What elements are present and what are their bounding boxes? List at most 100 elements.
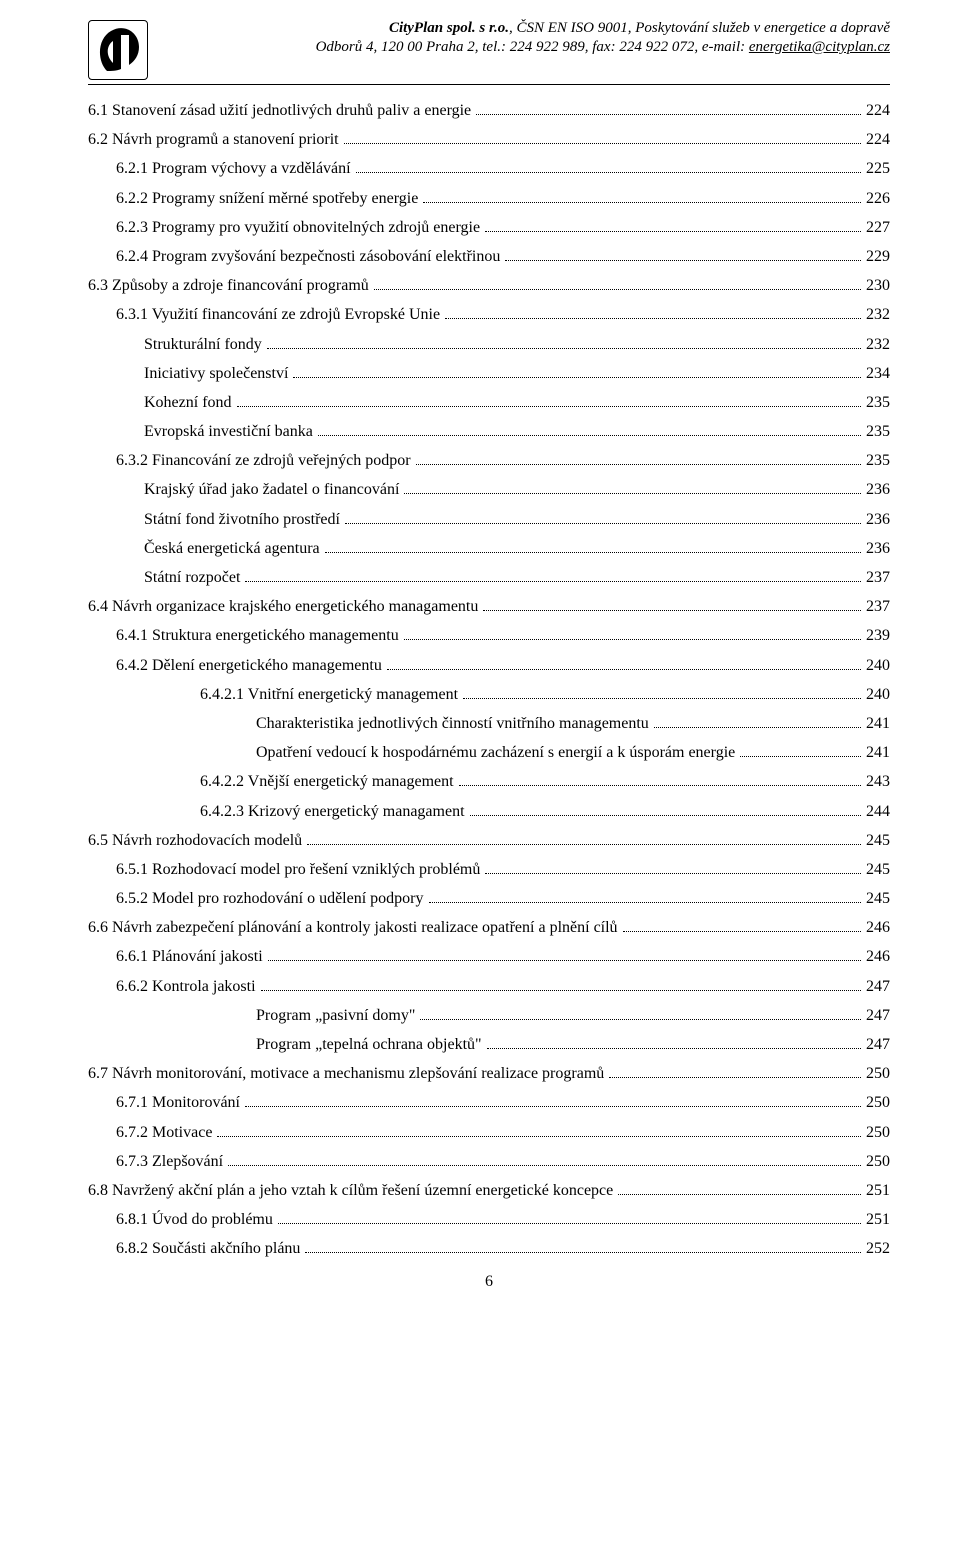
toc-label: 6.4.2.3 Krizový energetický managament bbox=[200, 802, 467, 821]
toc-entry: 6.6.2 Kontrola jakosti247 bbox=[116, 977, 890, 996]
toc-page: 250 bbox=[864, 1093, 890, 1112]
toc-leader bbox=[470, 806, 861, 816]
toc-page: 224 bbox=[864, 101, 890, 120]
toc-page: 225 bbox=[864, 159, 890, 178]
header-rule bbox=[88, 84, 890, 85]
toc-page: 232 bbox=[864, 305, 890, 324]
toc-entry: 6.8 Navržený akční plán a jeho vztah k c… bbox=[88, 1181, 890, 1200]
toc-label: 6.5 Návrh rozhodovacích modelů bbox=[88, 831, 304, 850]
toc-page: 246 bbox=[864, 947, 890, 966]
toc-label: 6.4.1 Struktura energetického management… bbox=[116, 626, 401, 645]
toc-leader bbox=[217, 1127, 861, 1137]
toc-entry: Iniciativy společenství 234 bbox=[144, 364, 890, 383]
toc-label: Státní rozpočet bbox=[144, 568, 242, 587]
toc-label: Iniciativy společenství bbox=[144, 364, 290, 383]
toc-page: 250 bbox=[864, 1064, 890, 1083]
toc-leader bbox=[374, 280, 861, 290]
toc-page: 232 bbox=[864, 335, 890, 354]
toc-leader bbox=[485, 222, 861, 232]
toc-page: 224 bbox=[864, 130, 890, 149]
toc-entry: 6.4.2 Dělení energetického managementu24… bbox=[116, 656, 890, 675]
toc-leader bbox=[740, 747, 861, 757]
toc-page: 234 bbox=[864, 364, 890, 383]
toc-leader bbox=[404, 485, 861, 495]
toc-leader bbox=[318, 426, 861, 436]
toc-page: 230 bbox=[864, 276, 890, 295]
toc-entry: 6.3 Způsoby a zdroje financování program… bbox=[88, 276, 890, 295]
toc-entry: Státní rozpočet 237 bbox=[144, 568, 890, 587]
toc-entry: 6.5 Návrh rozhodovacích modelů245 bbox=[88, 831, 890, 850]
toc-leader bbox=[416, 455, 861, 465]
toc-entry: 6.2.3 Programy pro využití obnovitelných… bbox=[116, 218, 890, 237]
toc-leader bbox=[459, 777, 861, 787]
toc-page: 226 bbox=[864, 189, 890, 208]
toc-entry: 6.7.1 Monitorování250 bbox=[116, 1093, 890, 1112]
toc-page: 241 bbox=[864, 714, 890, 733]
toc-leader bbox=[609, 1068, 861, 1078]
header-line-1: CityPlan spol. s r.o., ČSN EN ISO 9001, … bbox=[160, 20, 890, 37]
toc-label: Opatření vedoucí k hospodárnému zacházen… bbox=[256, 743, 737, 762]
toc-page: 235 bbox=[864, 451, 890, 470]
toc-entry: 6.4.2.2 Vnější energetický management243 bbox=[200, 772, 890, 791]
header-text: CityPlan spol. s r.o., ČSN EN ISO 9001, … bbox=[160, 20, 890, 56]
toc-label: 6.2.4 Program zvyšování bezpečnosti záso… bbox=[116, 247, 502, 266]
toc-page: 252 bbox=[864, 1239, 890, 1258]
toc-leader bbox=[618, 1185, 861, 1195]
toc-leader bbox=[423, 193, 861, 203]
toc-page: 237 bbox=[864, 568, 890, 587]
toc-page: 229 bbox=[864, 247, 890, 266]
toc-entry: Program „tepelná ochrana objektů" 247 bbox=[256, 1035, 890, 1054]
toc-label: 6.3.1 Využití financování ze zdrojů Evro… bbox=[116, 305, 442, 324]
toc-label: 6.2.3 Programy pro využití obnovitelných… bbox=[116, 218, 482, 237]
toc-entry: 6.7.3 Zlepšování250 bbox=[116, 1152, 890, 1171]
toc-label: 6.8.1 Úvod do problému bbox=[116, 1210, 275, 1229]
toc-leader bbox=[293, 368, 861, 378]
toc-label: Kohezní fond bbox=[144, 393, 234, 412]
toc-page: 240 bbox=[864, 656, 890, 675]
toc-leader bbox=[420, 1010, 861, 1020]
logo-icon bbox=[89, 21, 147, 79]
toc-entry: 6.5.2 Model pro rozhodování o udělení po… bbox=[116, 889, 890, 908]
toc-label: Program „pasivní domy" bbox=[256, 1006, 417, 1025]
header-line-2: Odborů 4, 120 00 Praha 2, tel.: 224 922 … bbox=[160, 39, 890, 56]
toc-page: 251 bbox=[864, 1181, 890, 1200]
toc-leader bbox=[345, 514, 861, 524]
toc-page: 245 bbox=[864, 860, 890, 879]
toc-page: 250 bbox=[864, 1123, 890, 1142]
toc-leader bbox=[245, 1098, 861, 1108]
header-email: energetika@cityplan.cz bbox=[749, 39, 890, 55]
toc-leader bbox=[307, 835, 861, 845]
toc-label: 6.6.1 Plánování jakosti bbox=[116, 947, 265, 966]
toc-leader bbox=[505, 251, 861, 261]
toc-entry: 6.1 Stanovení zásad užití jednotlivých d… bbox=[88, 101, 890, 120]
toc-label: 6.7.2 Motivace bbox=[116, 1123, 214, 1142]
toc-label: 6.2.2 Programy snížení měrné spotřeby en… bbox=[116, 189, 420, 208]
toc-entry: 6.2.1 Program výchovy a vzdělávání225 bbox=[116, 159, 890, 178]
toc-leader bbox=[268, 952, 861, 962]
header-line2-prefix: Odborů 4, 120 00 Praha 2, tel.: 224 922 … bbox=[316, 39, 749, 55]
toc-leader bbox=[267, 339, 861, 349]
toc-label: 6.1 Stanovení zásad užití jednotlivých d… bbox=[88, 101, 473, 120]
toc-page: 236 bbox=[864, 510, 890, 529]
toc-leader bbox=[623, 922, 861, 932]
toc-page: 241 bbox=[864, 743, 890, 762]
toc-leader bbox=[485, 864, 861, 874]
toc-entry: Kohezní fond235 bbox=[144, 393, 890, 412]
toc-entry: 6.4.2.1 Vnitřní energetický management24… bbox=[200, 685, 890, 704]
toc-entry: 6.6.1 Plánování jakosti 246 bbox=[116, 947, 890, 966]
toc-entry: Česká energetická agentura236 bbox=[144, 539, 890, 558]
toc-page: 247 bbox=[864, 1006, 890, 1025]
toc-label: 6.6 Návrh zabezpečení plánování a kontro… bbox=[88, 918, 620, 937]
toc-leader bbox=[237, 397, 861, 407]
toc-page: 251 bbox=[864, 1210, 890, 1229]
toc-page: 245 bbox=[864, 889, 890, 908]
toc-page: 247 bbox=[864, 1035, 890, 1054]
toc-leader bbox=[344, 134, 861, 144]
toc-label: 6.7 Návrh monitorování, motivace a mecha… bbox=[88, 1064, 606, 1083]
toc-page: 246 bbox=[864, 918, 890, 937]
toc-entry: 6.6 Návrh zabezpečení plánování a kontro… bbox=[88, 918, 890, 937]
toc-label: Státní fond životního prostředí bbox=[144, 510, 342, 529]
toc-entry: Evropská investiční banka235 bbox=[144, 422, 890, 441]
table-of-contents: 6.1 Stanovení zásad užití jednotlivých d… bbox=[88, 101, 890, 1259]
header-line1-rest: , ČSN EN ISO 9001, Poskytování služeb v … bbox=[509, 20, 890, 36]
